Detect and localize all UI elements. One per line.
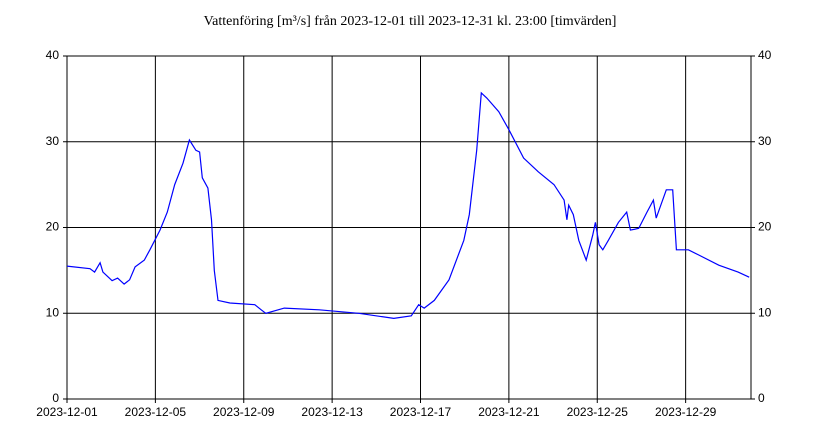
y-tick-label: 40 [46, 48, 60, 62]
x-tick-label: 2023-12-25 [567, 405, 629, 419]
chart-title: Vattenföring [m³/s] från 2023-12-01 till… [204, 14, 617, 29]
x-tick-label: 2023-12-17 [390, 405, 452, 419]
y2-tick-label: 40 [758, 48, 772, 62]
x-tick-label: 2023-12-21 [478, 405, 540, 419]
y-tick-label: 10 [46, 305, 60, 319]
x-tick-label: 2023-12-05 [125, 405, 187, 419]
y2-tick-label: 10 [758, 305, 772, 319]
y-tick-label: 20 [46, 220, 60, 234]
y-tick-label: 0 [52, 391, 59, 405]
x-tick-label: 2023-12-01 [36, 405, 98, 419]
y2-tick-label: 30 [758, 134, 772, 148]
y-tick-label: 30 [46, 134, 60, 148]
x-tick-label: 2023-12-09 [213, 405, 275, 419]
y2-tick-label: 20 [758, 220, 772, 234]
line-series [66, 91, 750, 320]
x-tick-label: 2023-12-13 [301, 405, 363, 419]
y2-tick-label: 0 [758, 391, 765, 405]
x-tick-label: 2023-12-29 [655, 405, 717, 419]
